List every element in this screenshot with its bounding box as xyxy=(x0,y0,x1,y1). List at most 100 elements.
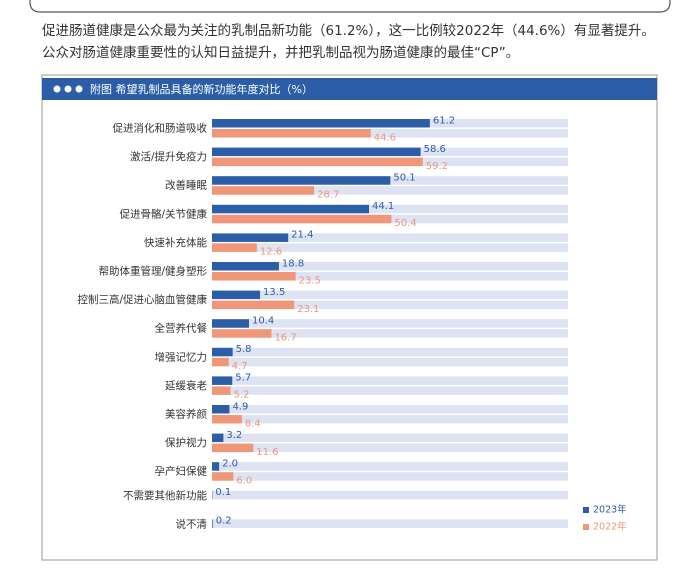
value-label: 5.2 xyxy=(234,390,250,401)
category-label: 增强记忆力 xyxy=(155,350,208,363)
value-label: 23.5 xyxy=(299,275,321,286)
legend-swatch xyxy=(583,524,589,530)
category-label: 促进消化和肠道吸收 xyxy=(113,122,208,135)
value-label: 6.0 xyxy=(236,475,252,486)
value-label: 5.7 xyxy=(235,373,251,384)
bar-track xyxy=(212,415,568,424)
bar xyxy=(212,262,279,271)
bar xyxy=(212,204,369,214)
value-label: 2.0 xyxy=(222,458,238,469)
bar xyxy=(212,519,213,528)
bar xyxy=(212,376,233,385)
value-label: 8.4 xyxy=(245,418,261,429)
bar-track xyxy=(212,386,568,395)
category-label: 美容养颜 xyxy=(165,408,207,421)
bar xyxy=(212,214,392,224)
body-text: 公众对肠道健康重要性的认知日益提升，并把乳制品视为肠道健康的最佳“CP”。 xyxy=(42,44,519,61)
bar xyxy=(212,462,220,471)
bar-track xyxy=(212,433,568,443)
bar xyxy=(212,176,391,185)
value-label: 28.7 xyxy=(317,189,339,200)
value-label: 23.1 xyxy=(297,304,319,315)
bar xyxy=(212,300,295,310)
bar-track xyxy=(212,204,568,214)
chart-title: 附图 希望乳制品具备的新功能年度对比（%） xyxy=(90,82,313,96)
bar xyxy=(212,157,423,167)
category-label: 快速补充体能 xyxy=(144,236,207,249)
bar-track xyxy=(212,233,568,242)
value-label: 11.6 xyxy=(256,447,278,458)
value-label: 44.1 xyxy=(372,201,394,212)
legend-label: 2022年 xyxy=(593,521,627,533)
bar-track xyxy=(212,319,568,328)
bar xyxy=(212,129,371,138)
bar xyxy=(212,433,224,443)
chart-header xyxy=(42,78,657,100)
category-label: 不需要其他新功能 xyxy=(123,489,207,502)
category-label: 保护视力 xyxy=(165,436,207,449)
value-label: 5.8 xyxy=(236,344,252,355)
value-label: 61.2 xyxy=(433,115,455,126)
bar xyxy=(212,272,296,281)
bar xyxy=(212,443,254,453)
bar-track xyxy=(212,243,568,252)
value-label: 21.4 xyxy=(291,230,313,241)
bar xyxy=(212,147,421,157)
value-label: 16.7 xyxy=(274,332,296,343)
bar-track xyxy=(212,519,568,528)
bar-track xyxy=(212,300,568,310)
value-label: 44.6 xyxy=(374,132,396,143)
value-label: 4.9 xyxy=(232,401,248,412)
bar-track xyxy=(212,129,568,138)
bar-track xyxy=(212,490,568,500)
bar xyxy=(212,319,250,328)
bar-track xyxy=(212,405,568,414)
bar-track xyxy=(212,186,568,195)
box-edge xyxy=(29,0,671,13)
value-label: 59.2 xyxy=(426,161,448,172)
legend-label: 2023年 xyxy=(593,504,627,516)
bar-track xyxy=(212,472,568,481)
bar xyxy=(212,415,242,424)
value-label: 18.8 xyxy=(282,258,304,269)
category-label: 激活/提升免疫力 xyxy=(130,150,207,163)
body-text: 促进肠道健康是公众最为关注的乳制品新功能（61.2%），这一比例较2022年（4… xyxy=(42,22,655,39)
value-label: 12.6 xyxy=(260,247,282,258)
bar xyxy=(212,386,231,395)
dot xyxy=(64,85,72,93)
category-label: 促进骨骼/关节健康 xyxy=(119,207,207,220)
value-label: 4.7 xyxy=(232,361,248,372)
bar xyxy=(212,243,257,252)
value-label: 10.4 xyxy=(252,315,274,326)
bar-track xyxy=(212,443,568,453)
bar-track xyxy=(212,347,568,357)
bar xyxy=(212,329,272,338)
value-label: 3.2 xyxy=(226,430,242,441)
value-label: 0.1 xyxy=(215,487,231,498)
value-label: 50.1 xyxy=(393,172,415,183)
bar xyxy=(212,347,233,357)
category-label: 说不清 xyxy=(176,517,208,530)
value-label: 13.5 xyxy=(263,287,285,298)
category-label: 改善睡眠 xyxy=(165,179,207,192)
bar-track xyxy=(212,376,568,385)
legend-swatch xyxy=(583,507,589,513)
dot xyxy=(75,85,83,93)
value-label: 58.6 xyxy=(424,144,446,155)
bar-track xyxy=(212,262,568,271)
dot xyxy=(53,85,61,93)
bar xyxy=(212,405,230,414)
bar xyxy=(212,233,289,242)
bar-track xyxy=(212,357,568,367)
bar xyxy=(212,357,229,367)
value-label: 0.2 xyxy=(216,516,232,527)
bar xyxy=(212,472,234,481)
bar-track xyxy=(212,329,568,338)
category-label: 孕产妇保健 xyxy=(155,465,208,478)
category-label: 帮助体重管理/健身塑形 xyxy=(98,265,207,278)
bar-track xyxy=(212,290,568,300)
category-label: 控制三高/促进心脑血管健康 xyxy=(77,293,207,306)
bar xyxy=(212,186,315,195)
value-label: 50.4 xyxy=(394,218,416,229)
